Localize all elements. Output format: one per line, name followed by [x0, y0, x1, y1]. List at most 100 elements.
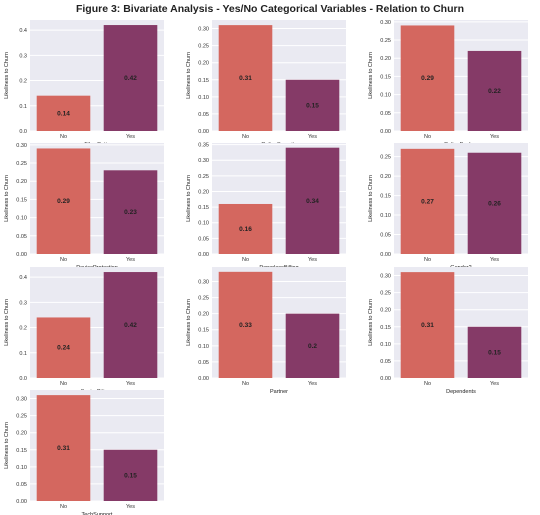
- y-tick-label: 0.20: [380, 308, 391, 314]
- y-axis-label: Likeliness to Churn: [186, 52, 192, 99]
- y-tick-label: 0.00: [380, 376, 391, 382]
- bar-value-label: 0.42: [124, 322, 137, 329]
- bar-value-label: 0.14: [57, 110, 70, 117]
- y-tick-label: 0.05: [16, 234, 27, 240]
- y-tick-label: 0.00: [380, 129, 391, 135]
- x-tick-label: No: [242, 134, 249, 140]
- y-axis-label: Likeliness to Churn: [4, 299, 10, 346]
- x-tick-label: Yes: [490, 134, 499, 140]
- y-tick-label: 0.30: [16, 397, 27, 403]
- y-tick-label: 0.10: [198, 95, 209, 101]
- y-tick-label: 0.30: [198, 27, 209, 33]
- chart-partner: 0.00 0.05 0.10 0.15 0.20 0.25 0.30 0.33 No 0.2 Yes…: [186, 267, 346, 395]
- y-tick-label: 0.0: [19, 129, 27, 135]
- bar-yes: [467, 50, 522, 131]
- x-tick-label: No: [60, 381, 67, 387]
- y-tick-label: 0.10: [380, 342, 391, 348]
- bar-value-label: 0.15: [306, 102, 319, 109]
- y-tick-label: 0.05: [198, 112, 209, 118]
- y-tick-label: 0.00: [198, 376, 209, 382]
- bar-value-label: 0.31: [239, 75, 252, 82]
- y-tick-label: 0.30: [16, 143, 27, 149]
- bar-no: [36, 148, 91, 254]
- bar-value-label: 0.34: [306, 198, 319, 205]
- x-tick-label: Yes: [126, 134, 135, 140]
- y-tick-label: 0.25: [16, 414, 27, 420]
- y-tick-label: 0.20: [198, 312, 209, 318]
- bar-value-label: 0.31: [57, 445, 70, 452]
- y-tick-label: 0.10: [380, 213, 391, 219]
- bar-value-label: 0.33: [239, 322, 252, 329]
- y-tick-label: 0.15: [198, 328, 209, 334]
- x-tick-label: No: [60, 504, 67, 510]
- bar-value-label: 0.15: [124, 472, 137, 479]
- y-tick-label: 0.05: [380, 233, 391, 239]
- bar-yes: [103, 170, 158, 254]
- y-tick-label: 0.30: [198, 279, 209, 285]
- bar-value-label: 0.26: [488, 200, 501, 207]
- y-tick-label: 0.15: [16, 197, 27, 203]
- y-tick-label: 0.0: [19, 376, 27, 382]
- y-tick-label: 0.10: [198, 344, 209, 350]
- y-tick-label: 0.15: [198, 78, 209, 84]
- y-tick-label: 0.25: [16, 161, 27, 167]
- y-tick-label: 0.2: [19, 79, 27, 85]
- y-tick-label: 0.35: [198, 143, 209, 149]
- bar-value-label: 0.29: [57, 198, 70, 205]
- bar-yes: [285, 79, 340, 131]
- y-axis-label: Likeliness to Churn: [186, 299, 192, 346]
- y-tick-label: 0.20: [16, 431, 27, 437]
- y-tick-label: 0.15: [16, 448, 27, 454]
- y-tick-label: 0.15: [380, 74, 391, 80]
- bar-yes: [103, 25, 158, 131]
- y-tick-label: 0.05: [198, 360, 209, 366]
- bar-value-label: 0.22: [488, 88, 501, 95]
- y-tick-label: 0.30: [380, 20, 391, 26]
- y-tick-label: 0.15: [380, 325, 391, 331]
- y-tick-label: 0.25: [198, 174, 209, 180]
- x-tick-label: No: [242, 381, 249, 387]
- bar-no: [400, 148, 455, 254]
- bar-no: [36, 395, 91, 501]
- chart-seniorcitizen: 0.00.10.20.30.40.24No0.42YesSeniorCitize…: [4, 267, 164, 395]
- y-tick-label: 0.20: [380, 56, 391, 62]
- y-tick-label: 0.15: [198, 205, 209, 211]
- y-tick-label: 0.00: [380, 252, 391, 258]
- bar-yes: [467, 326, 522, 378]
- x-tick-label: Yes: [126, 257, 135, 263]
- y-tick-label: 0.25: [380, 155, 391, 161]
- bar-value-label: 0.23: [124, 209, 137, 216]
- bar-no: [36, 317, 91, 378]
- y-tick-label: 0.10: [16, 216, 27, 222]
- y-axis-label: Likeliness to Churn: [4, 52, 10, 99]
- y-axis-label: Likeliness to Churn: [4, 175, 10, 222]
- y-tick-label: 0.30: [198, 158, 209, 164]
- x-tick-label: No: [424, 134, 431, 140]
- x-tick-label: No: [242, 257, 249, 263]
- x-axis-label: Partner: [270, 389, 288, 395]
- x-tick-label: No: [424, 257, 431, 263]
- bar-yes: [467, 152, 522, 254]
- x-tick-label: Yes: [308, 381, 317, 387]
- y-tick-label: 0.05: [380, 111, 391, 117]
- y-tick-label: 0.20: [198, 61, 209, 67]
- bar-value-label: 0.42: [124, 75, 137, 82]
- bar-yes: [285, 313, 340, 378]
- chart-deviceprotection: 0.00 0.05 0.10 0.15 0.20 0.25 0.30 0.29 No 0.23 Ye…: [4, 143, 164, 271]
- x-axis-label: TechSupport: [82, 512, 113, 515]
- bar-value-label: 0.15: [488, 349, 501, 356]
- x-tick-label: Yes: [308, 134, 317, 140]
- y-tick-label: 0.3: [19, 53, 27, 59]
- y-tick-label: 0.10: [198, 221, 209, 227]
- bar-no: [218, 25, 273, 131]
- chart-dependents: 0.00 0.05 0.10 0.15 0.20 0.25 0.30 0.31 No 0.15 Ye…: [368, 267, 528, 395]
- y-tick-label: 0.1: [19, 351, 27, 357]
- bar-value-label: 0.16: [239, 226, 252, 233]
- x-tick-label: Yes: [308, 257, 317, 263]
- y-tick-label: 0.00: [16, 499, 27, 505]
- y-tick-label: 0.10: [16, 465, 27, 471]
- y-tick-label: 0.20: [380, 174, 391, 180]
- y-tick-label: 0.4: [19, 28, 27, 34]
- bar-yes: [285, 147, 340, 254]
